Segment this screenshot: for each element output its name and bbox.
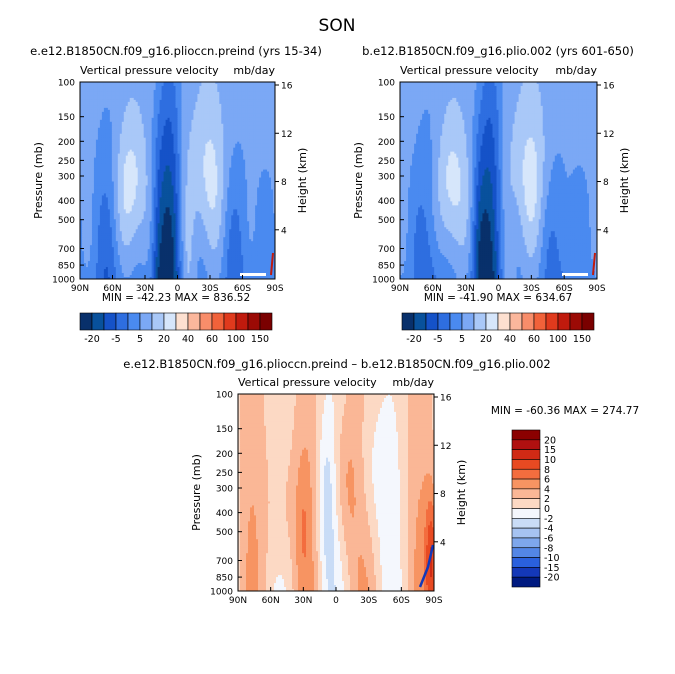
panel-1: e.e12.B1850CN.f09_g16.pliocсn.preind (yr…: [30, 44, 322, 345]
figure-title: SON: [319, 16, 356, 36]
panel-1-title: e.e12.B1850CN.f09_g16.pliocсn.preind (yr…: [30, 44, 322, 58]
panel-1-contour-field: [80, 82, 275, 279]
panel-1-subtitle-left: Vertical pressure velocity: [80, 64, 219, 77]
panel-1-subtitle-right: mb/day: [233, 64, 275, 77]
figure: SON e.e12.B1850CN.f09_g16.pliocсn.preind…: [0, 0, 675, 674]
